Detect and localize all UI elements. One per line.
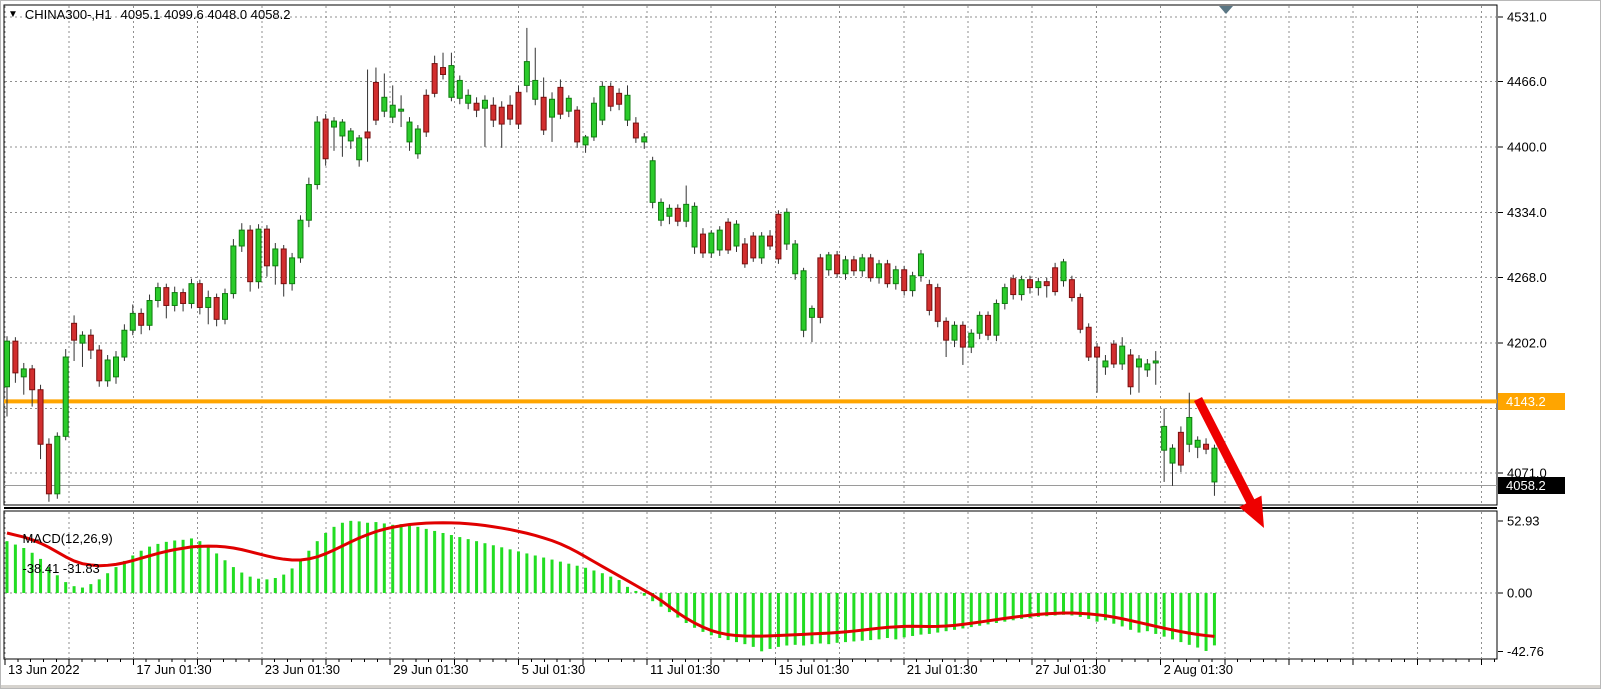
candlesticks xyxy=(4,27,1218,502)
title-ohlc-values: 4095.1 4099.6 4048.0 4058.2 xyxy=(120,6,291,22)
price-axis-label: 4466.0 xyxy=(1507,74,1547,89)
time-axis-label: 29 Jun 01:30 xyxy=(393,662,468,677)
symbol-dropdown-icon[interactable]: ▼ xyxy=(8,8,18,20)
macd-name-label: MACD(12,26,9) xyxy=(22,531,113,546)
time-axis-label: 2 Aug 01:30 xyxy=(1164,662,1233,677)
time-axis-label: 5 Jul 01:30 xyxy=(522,662,586,677)
macd-indicator-label: MACD(12,26,9) -38.41 -31.83 xyxy=(8,516,113,591)
time-axis-label: 13 Jun 2022 xyxy=(8,662,80,677)
macd-histogram xyxy=(5,520,1216,652)
price-axis-label: 4071.0 xyxy=(1507,465,1547,480)
macd-axis-label: 52.93 xyxy=(1507,513,1540,528)
hline-price-badge: 4143.2 xyxy=(1498,393,1565,410)
price-axis-label: 4400.0 xyxy=(1507,139,1547,154)
price-axis-label: 4268.0 xyxy=(1507,270,1547,285)
price-axis-label: 4202.0 xyxy=(1507,336,1547,351)
time-axis-label: 15 Jul 01:30 xyxy=(778,662,849,677)
time-axis-label: 11 Jul 01:30 xyxy=(650,662,720,677)
chart-title: ▼ CHINA300-,H1 4095.1 4099.6 4048.0 4058… xyxy=(8,6,291,22)
symbol-period-label: CHINA300-,H1 xyxy=(24,6,112,22)
last-price-badge: 4058.2 xyxy=(1498,477,1565,494)
macd-signal-line xyxy=(6,521,1215,638)
autoscroll-marker-icon[interactable] xyxy=(1219,6,1233,14)
trend-arrow-shaft xyxy=(1193,396,1256,506)
time-axis-label: 17 Jun 01:30 xyxy=(136,662,211,677)
time-axis-label: 23 Jun 01:30 xyxy=(265,662,340,677)
macd-axis-label: -42.76 xyxy=(1507,644,1544,659)
trend-arrow-head xyxy=(1239,495,1264,528)
time-axis-label: 21 Jul 01:30 xyxy=(907,662,978,677)
macd-axis-label: 0.00 xyxy=(1507,586,1532,601)
window-bottom-edge xyxy=(1,685,1600,688)
macd-panel-border xyxy=(3,510,1498,660)
price-axis-label: 4334.0 xyxy=(1507,205,1547,220)
macd-current-values: -38.41 -31.83 xyxy=(22,561,100,576)
time-axis-label: 27 Jul 01:30 xyxy=(1035,662,1106,677)
price-axis-label: 4531.0 xyxy=(1507,10,1547,25)
